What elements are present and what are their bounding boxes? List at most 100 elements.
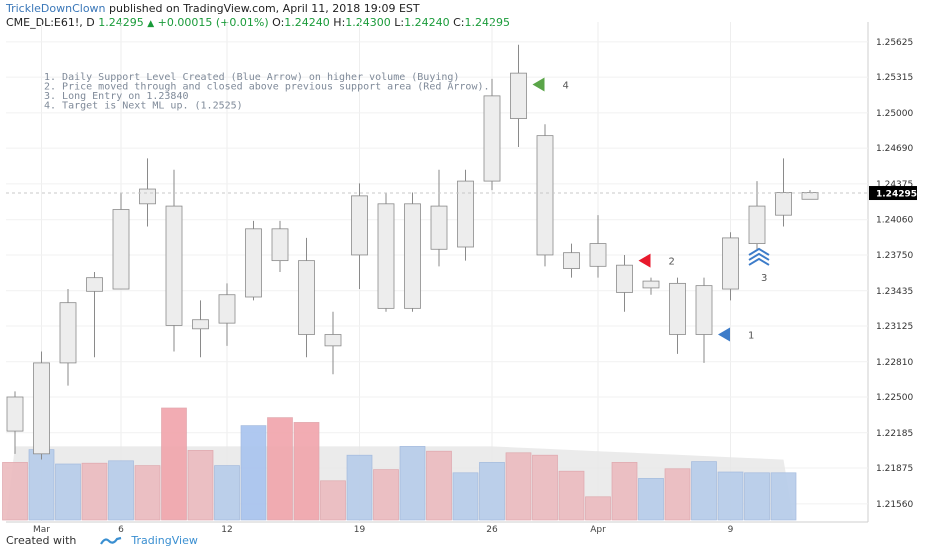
volume-bar: [426, 450, 452, 521]
volume-bar: [532, 454, 558, 521]
volume-bar: [611, 462, 638, 521]
red-arrow-marker: [638, 253, 651, 268]
candle-body: [510, 72, 527, 119]
candle: [801, 190, 819, 200]
candle-body: [351, 195, 368, 256]
candle-body: [669, 282, 686, 335]
y-tick-label: 1.24375: [876, 180, 913, 190]
candle: [86, 272, 103, 358]
candle-body: [722, 237, 739, 290]
marker-label: 3: [761, 273, 767, 284]
candle-body: [324, 334, 342, 347]
created-with-text: Created with: [6, 534, 77, 547]
open-value: 1.24240: [284, 16, 330, 29]
low-value: 1.24240: [404, 16, 450, 29]
chevron-up-icon: [748, 252, 770, 261]
candle: [775, 158, 792, 227]
close-value: 1.24295: [464, 16, 511, 29]
candle-body: [298, 260, 315, 335]
symbol: CME_DL:E61!, D: [6, 16, 95, 29]
candle-body: [404, 203, 421, 309]
candle-body: [377, 203, 395, 309]
candle-layer: [6, 44, 819, 460]
volume-bar: [134, 465, 161, 521]
tradingview-link[interactable]: TradingView: [131, 534, 198, 547]
x-tick-label: 19: [354, 525, 366, 535]
candle-body: [112, 209, 130, 290]
candle-body: [801, 192, 819, 200]
green-arrow-marker: [532, 77, 545, 92]
volume-bar: [558, 470, 585, 521]
author-link[interactable]: TrickleDownClown: [6, 2, 106, 15]
y-tick-label: 1.22185: [876, 429, 913, 439]
candle: [377, 192, 395, 312]
y-tick-label: 1.23435: [876, 287, 913, 297]
y-tick-label: 1.24690: [876, 144, 913, 154]
volume-bar: [505, 452, 532, 521]
open-label: O:: [272, 16, 285, 29]
volume-bar: [161, 407, 187, 521]
volume-layer: [2, 407, 797, 521]
volume-bar: [770, 472, 797, 521]
candle-body: [245, 228, 262, 298]
up-triangle-icon: ▲: [147, 19, 155, 29]
candle-body: [271, 228, 289, 262]
volume-bar: [214, 465, 240, 521]
volume-bar: [108, 460, 134, 521]
candle: [748, 181, 766, 250]
candle: [192, 300, 209, 358]
candle: [483, 78, 501, 191]
candle: [457, 169, 474, 261]
marker-label: 4: [563, 81, 569, 92]
y-tick-label: 1.22500: [876, 393, 913, 403]
x-tick-label: Apr: [590, 525, 606, 535]
volume-bar: [55, 463, 81, 521]
y-tick-label: 1.22810: [876, 358, 913, 368]
volume-bar: [187, 450, 214, 521]
volume-bar: [638, 478, 664, 521]
axis-layer: Mar 6 12 19 26 Apr 91.256251.253151.250001.246…: [6, 38, 917, 535]
y-tick-label: 1.23750: [876, 251, 913, 261]
candle: [139, 158, 156, 227]
candle: [589, 215, 607, 278]
volume-bar: [81, 462, 108, 521]
candle-body: [748, 205, 766, 244]
candle: [404, 192, 421, 312]
candle: [245, 220, 262, 301]
x-tick-label: 6: [118, 525, 124, 535]
candle: [165, 169, 183, 352]
candle-body: [59, 302, 77, 364]
volume-bar: [399, 446, 426, 521]
volume-bar: [479, 462, 505, 521]
high-label: H:: [333, 16, 346, 29]
candle: [271, 220, 289, 272]
volume-bar: [585, 496, 611, 521]
candle: [616, 254, 633, 312]
candle: [510, 44, 527, 147]
volume-bar: [267, 417, 293, 521]
candle-body: [589, 243, 607, 267]
volume-bar: [320, 480, 346, 521]
candle: [695, 277, 713, 363]
candle-body: [192, 319, 209, 330]
volume-bar: [664, 468, 691, 521]
candle: [563, 243, 580, 278]
y-tick-label: 1.24060: [876, 216, 913, 226]
candle-body: [483, 95, 501, 182]
volume-bar: [346, 454, 373, 521]
low-label: L:: [394, 16, 405, 29]
candle: [642, 277, 660, 295]
volume-bar: [293, 422, 320, 521]
volume-bar: [744, 472, 770, 521]
candle: [722, 232, 739, 301]
chevron-up-icon: [748, 257, 770, 266]
x-tick-label: 26: [486, 525, 498, 535]
candle: [218, 283, 236, 346]
candle-body: [563, 252, 580, 269]
close-label: C:: [453, 16, 465, 29]
candle-body: [6, 396, 24, 432]
candle-body: [139, 188, 156, 205]
y-tick-label: 1.21875: [876, 464, 913, 474]
candle: [33, 351, 50, 460]
